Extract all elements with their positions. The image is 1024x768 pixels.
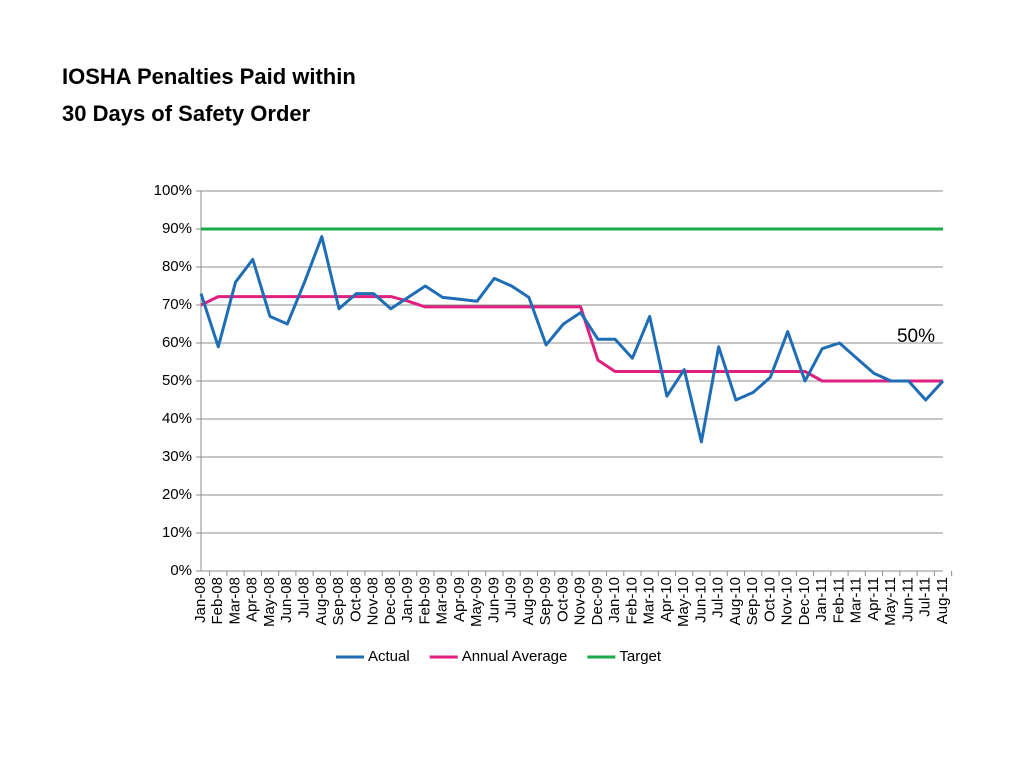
x-tick-label: Dec-09 bbox=[589, 577, 606, 625]
x-tick-label: Feb-10 bbox=[623, 577, 640, 625]
series-line bbox=[200, 295, 943, 383]
y-tick-label: 90% bbox=[162, 220, 192, 237]
x-tick-label: Mar-09 bbox=[434, 577, 451, 625]
x-tick-label: Jun-08 bbox=[278, 577, 295, 623]
x-tick-label: Jul-10 bbox=[710, 577, 727, 618]
x-tick-label: May-08 bbox=[261, 577, 278, 627]
y-tick-label: 30% bbox=[162, 448, 192, 465]
x-tick-label: Aug-11 bbox=[934, 577, 951, 624]
x-tick-label: Aug-09 bbox=[520, 577, 537, 625]
x-tick-label: Jul-08 bbox=[296, 577, 313, 618]
y-tick-label: 0% bbox=[170, 562, 192, 579]
series-line bbox=[199, 235, 945, 444]
y-tick-label: 60% bbox=[162, 334, 192, 351]
x-tick-label: Jan-08 bbox=[192, 577, 209, 623]
x-tick-label: Jul-09 bbox=[503, 577, 520, 618]
y-tick-label: 40% bbox=[162, 410, 192, 427]
x-tick-label: Feb-08 bbox=[209, 577, 226, 625]
x-tick-label: May-09 bbox=[468, 577, 485, 627]
x-tick-label: Mar-11 bbox=[848, 577, 865, 623]
chart-title: IOSHA Penalties Paid within 30 Days of S… bbox=[62, 64, 356, 126]
x-tick-label: Mar-10 bbox=[641, 577, 658, 625]
x-tick-label: Oct-08 bbox=[347, 577, 364, 622]
x-tick-label: Jan-11 bbox=[813, 577, 830, 622]
x-tick-label: Jun-09 bbox=[485, 577, 502, 623]
x-tick-label: Jul-11 bbox=[917, 577, 934, 617]
x-tick-label: Oct-09 bbox=[554, 577, 571, 622]
x-tick-label: Jan-09 bbox=[399, 577, 416, 623]
y-tick-label: 100% bbox=[154, 182, 192, 199]
x-tick-label: Apr-11 bbox=[865, 577, 882, 621]
x-tick-label: Oct-10 bbox=[761, 577, 778, 622]
x-tick-label: Feb-09 bbox=[416, 577, 433, 625]
x-tick-label: Nov-09 bbox=[572, 577, 589, 625]
x-tick-label: Apr-10 bbox=[658, 577, 675, 622]
x-tick-label: Apr-09 bbox=[451, 577, 468, 622]
x-tick-label: Apr-08 bbox=[244, 577, 261, 622]
x-tick-label: Sep-09 bbox=[537, 577, 554, 625]
x-tick-label: Jun-10 bbox=[692, 577, 709, 623]
y-tick-label: 80% bbox=[162, 258, 192, 275]
x-tick-label: Sep-10 bbox=[744, 577, 761, 625]
x-tick-label: Jan-10 bbox=[606, 577, 623, 623]
y-tick-label: 70% bbox=[162, 296, 192, 313]
x-tick-label: Feb-11 bbox=[830, 577, 847, 623]
legend-label: Actual bbox=[368, 648, 410, 665]
x-tick-label: Mar-08 bbox=[226, 577, 243, 625]
y-tick-label: 10% bbox=[162, 524, 192, 541]
x-tick-label: Dec-08 bbox=[382, 577, 399, 625]
x-tick-label: May-11 bbox=[882, 577, 899, 626]
legend-label: Target bbox=[619, 648, 662, 665]
y-tick-label: 50% bbox=[162, 372, 192, 389]
annotation: 50% bbox=[897, 326, 935, 347]
x-tick-label: Aug-10 bbox=[727, 577, 744, 625]
x-tick-label: Nov-08 bbox=[365, 577, 382, 625]
x-tick-label: May-10 bbox=[675, 577, 692, 627]
x-tick-label: Nov-10 bbox=[779, 577, 796, 625]
legend-label: Annual Average bbox=[462, 648, 568, 665]
y-tick-label: 20% bbox=[162, 486, 192, 503]
x-tick-label: Sep-08 bbox=[330, 577, 347, 625]
x-tick-label: Jun-11 bbox=[899, 577, 916, 622]
x-tick-label: Dec-10 bbox=[796, 577, 813, 625]
x-tick-label: Aug-08 bbox=[313, 577, 330, 625]
